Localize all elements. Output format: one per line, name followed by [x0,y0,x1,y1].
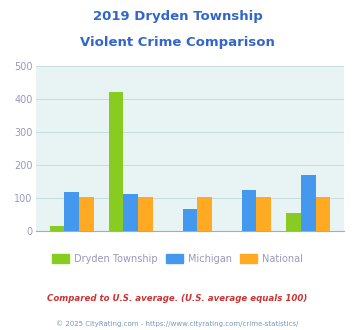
Text: Violent Crime Comparison: Violent Crime Comparison [80,36,275,49]
Text: Compared to U.S. average. (U.S. average equals 100): Compared to U.S. average. (U.S. average … [47,294,308,303]
Bar [124,194,138,231]
Bar [109,92,124,231]
Legend: Dryden Township, Michigan, National: Dryden Township, Michigan, National [48,249,307,267]
Bar [197,197,212,231]
Text: 2019 Dryden Township: 2019 Dryden Township [93,10,262,23]
Bar [316,197,330,231]
Bar [50,226,64,231]
Bar [301,175,316,231]
Bar [182,209,197,231]
Bar [256,197,271,231]
Bar [138,197,153,231]
Bar [242,190,256,231]
Bar [79,197,94,231]
Bar [286,213,301,231]
Text: © 2025 CityRating.com - https://www.cityrating.com/crime-statistics/: © 2025 CityRating.com - https://www.city… [56,320,299,327]
Bar [64,192,79,231]
